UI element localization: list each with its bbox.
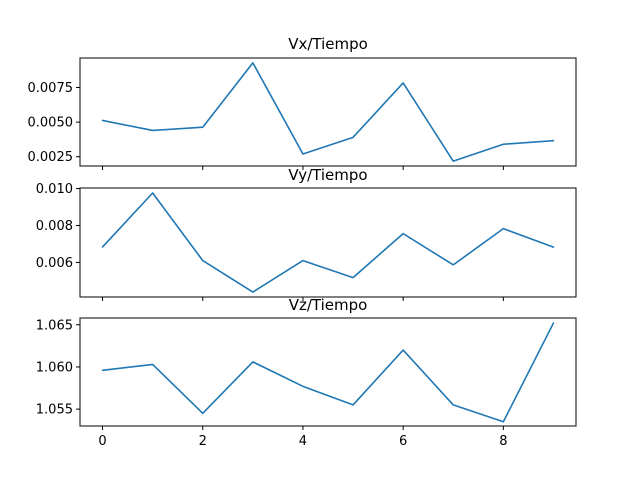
axes-frame-vz	[79, 317, 577, 427]
subplot-title-vx: Vx/Tiempo	[288, 35, 368, 53]
ytick-label-vx: 0.0075	[28, 81, 74, 96]
series-line-vy	[101, 192, 555, 293]
subplot-vz: 1.055 1.060 1.065 0 2 4 6 8 Vz/Tiempo	[36, 296, 577, 449]
ytick-label-vy: 0.008	[36, 219, 73, 234]
ytick-label-vz: 1.065	[36, 318, 73, 333]
ytick-label-vz: 1.060	[36, 360, 73, 375]
ytick-label-vy: 0.010	[36, 182, 73, 197]
axes-frame-vy	[79, 187, 577, 298]
subplot-title-vy: Vy/Tiempo	[288, 166, 367, 184]
subplot-title-vz: Vz/Tiempo	[289, 296, 368, 314]
xtick-label-vz: 2	[199, 434, 207, 449]
xtick-label-vz: 8	[499, 434, 507, 449]
subplot-vy: 0.006 0.008 0.010 Vy/Tiempo	[36, 166, 577, 301]
ytick-label-vx: 0.0050	[28, 116, 74, 131]
series-line-vx	[101, 62, 555, 162]
axes-frame-vx	[79, 57, 577, 167]
subplot-vx: 0.0025 0.0050 0.0075 Vx/Tiempo	[28, 35, 577, 170]
xtick-label-vz: 4	[299, 434, 307, 449]
ytick-label-vy: 0.006	[36, 256, 73, 271]
xtick-label-vz: 0	[98, 434, 106, 449]
series-line-vz	[101, 322, 555, 423]
xtick-label-vz: 6	[399, 434, 407, 449]
ytick-label-vz: 1.055	[36, 403, 73, 418]
ytick-label-vx: 0.0025	[28, 150, 74, 165]
